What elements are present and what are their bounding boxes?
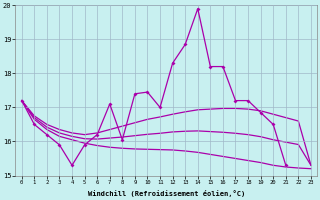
X-axis label: Windchill (Refroidissement éolien,°C): Windchill (Refroidissement éolien,°C) bbox=[88, 190, 245, 197]
